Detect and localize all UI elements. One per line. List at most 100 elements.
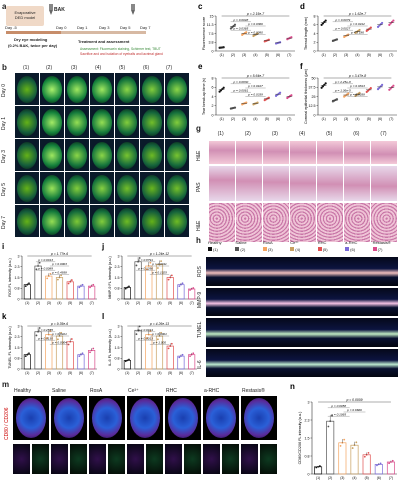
group-label: Saline: [235, 240, 247, 245]
y-tick-label: 2: [314, 41, 316, 45]
data-point: [339, 445, 342, 447]
zoom-image: [241, 444, 258, 474]
panel-label-d: d: [300, 2, 305, 11]
data-point: [381, 21, 384, 25]
x-tick-label: (5): [68, 371, 72, 375]
eye-image: [165, 105, 190, 138]
bar: [362, 454, 371, 475]
y-axis-label: TUNEL FL intensity (a.u.): [8, 325, 12, 368]
y-tick-label: 7.5: [209, 32, 214, 36]
y-tick-label: 0: [212, 113, 214, 117]
eye-image: [115, 172, 140, 205]
x-tick-label: (7): [90, 301, 94, 305]
eye-image: [115, 105, 140, 138]
panel-label-g: g: [196, 124, 201, 133]
data-point: [124, 360, 127, 363]
fluorescence-strip: [206, 318, 398, 347]
x-tick-label: (1): [322, 117, 326, 121]
p-value: p = 1.186: [350, 31, 364, 35]
y-tick-label: 2: [212, 104, 214, 108]
day-label: Day -5: [5, 25, 17, 30]
x-tick-label: (2): [231, 53, 235, 57]
y-tick-label: 2.3: [115, 335, 120, 339]
row-label: H&E: [196, 220, 202, 231]
data-point: [56, 278, 59, 281]
p-value-top: p = 2.15e-7: [246, 12, 264, 16]
histology-image: [262, 141, 289, 164]
y-tick-label: 11.3: [207, 23, 214, 27]
data-point: [28, 282, 30, 285]
data-point: [324, 82, 327, 85]
data-point: [222, 86, 225, 89]
data-point: [158, 263, 161, 266]
data-point: [178, 285, 181, 287]
day-label: Day 7: [140, 25, 151, 30]
data-point: [320, 23, 323, 26]
x-tick-label: (3): [344, 117, 348, 121]
bar: [88, 285, 96, 300]
eye-image: [140, 105, 165, 138]
x-tick-label: (1): [220, 53, 224, 57]
cornea: [66, 75, 87, 103]
data-point: [69, 280, 72, 283]
data-point: [321, 22, 325, 25]
p-value: p = 0.0013: [37, 258, 53, 262]
col-label: (6): [143, 65, 150, 71]
x-tick-label: (4): [253, 53, 257, 57]
data-point: [392, 19, 395, 22]
y-tick-label: 25: [312, 95, 316, 99]
eye-image: [140, 72, 165, 105]
y-tick-label: 2.3: [15, 265, 20, 269]
eye-image: [39, 72, 64, 105]
bar: [145, 265, 153, 300]
cornea-wholemount: [130, 398, 160, 438]
x-tick-label: (3): [242, 117, 246, 121]
bar: [45, 275, 53, 300]
x-tick-label: (1): [125, 371, 129, 375]
x-tick-label: (2): [328, 476, 332, 480]
data-point: [245, 31, 248, 34]
y-tick-label: 3: [118, 324, 120, 328]
data-point: [181, 353, 184, 356]
p-value: p = 0.8421: [51, 332, 67, 336]
histology-image: [344, 141, 371, 164]
cornea: [16, 208, 37, 236]
row-label: TUNEL: [197, 321, 203, 339]
histology-image: [208, 203, 235, 242]
group-label: a-RHC: [345, 240, 358, 245]
eye-image: [115, 72, 140, 105]
x-tick-label: (3): [242, 53, 246, 57]
x-tick-label: (7): [389, 53, 393, 57]
p-value: p = 0.9813: [349, 84, 365, 88]
panel-label-c: c: [198, 2, 203, 11]
row-label: MMP-9: [197, 291, 203, 308]
row-label: Day 0: [1, 83, 7, 97]
eye-image: [39, 205, 64, 238]
bar: [77, 285, 85, 300]
p-value: p = 0.0079: [334, 18, 350, 22]
group-label: Ce³⁺: [128, 388, 139, 394]
wholemount-image: [241, 396, 277, 440]
group-label: Ce³⁺: [290, 240, 299, 245]
chart-e: e 0 2 4 6 8 Tear break-up time (s) (1) (2) (3) (4)…: [198, 62, 295, 121]
p-value: p = 0.1025: [151, 271, 167, 275]
x-tick-label: (6): [79, 371, 83, 375]
data-point: [315, 466, 318, 469]
histology-image: [344, 166, 371, 201]
y-tick-label: 3: [18, 324, 20, 328]
data-point: [38, 261, 41, 264]
data-point: [124, 287, 127, 290]
panel-label-a: a: [2, 2, 7, 11]
data-point: [128, 358, 130, 361]
data-point: [49, 330, 52, 333]
cornea-wholemount: [16, 398, 46, 438]
p-value-top: p = 5.64e-7: [246, 74, 264, 78]
data-point: [381, 83, 384, 87]
p-value: p = 0.0038: [349, 93, 365, 97]
histology-image: [344, 203, 371, 242]
col-label: (6): [353, 131, 360, 137]
cornea: [16, 75, 37, 103]
col-label: (3): [271, 131, 278, 137]
data-point: [138, 257, 141, 259]
data-point: [146, 337, 149, 339]
